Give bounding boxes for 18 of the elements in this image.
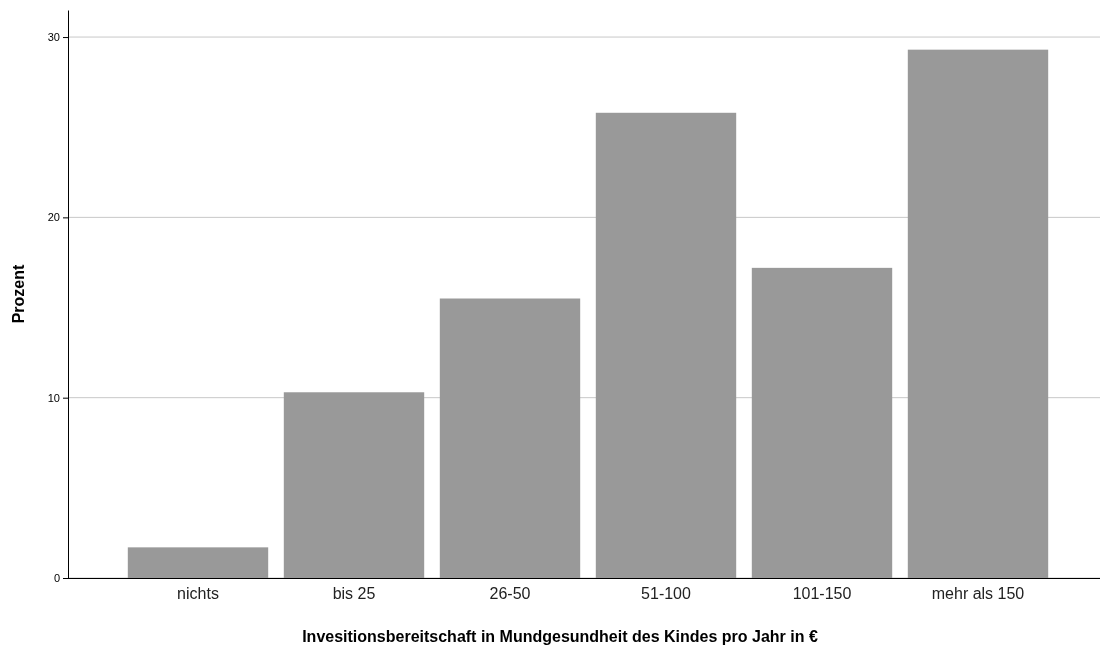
x-axis-title: Invesitionsbereitschaft in Mundgesundheit des Kindes pro Jahr in € — [302, 628, 818, 645]
bar — [283, 392, 425, 578]
x-tick-label: 51-100 — [641, 585, 692, 603]
x-tick-label: 101-150 — [792, 585, 852, 603]
x-tick-label: nichts — [177, 585, 219, 603]
x-tick-label: bis 25 — [332, 585, 376, 603]
bar — [751, 267, 893, 578]
y-axis-title: Prozent — [10, 263, 27, 324]
bar — [907, 49, 1049, 578]
bar — [439, 298, 581, 578]
y-tick-label: 0 — [53, 572, 60, 585]
bar — [595, 112, 737, 578]
x-tick-label: mehr als 150 — [931, 585, 1025, 603]
y-tick-label: 10 — [47, 391, 60, 404]
bar — [127, 547, 269, 578]
x-tick-label: 26-50 — [489, 585, 531, 603]
y-tick-label: 20 — [47, 211, 60, 224]
y-tick-label: 30 — [47, 31, 60, 44]
